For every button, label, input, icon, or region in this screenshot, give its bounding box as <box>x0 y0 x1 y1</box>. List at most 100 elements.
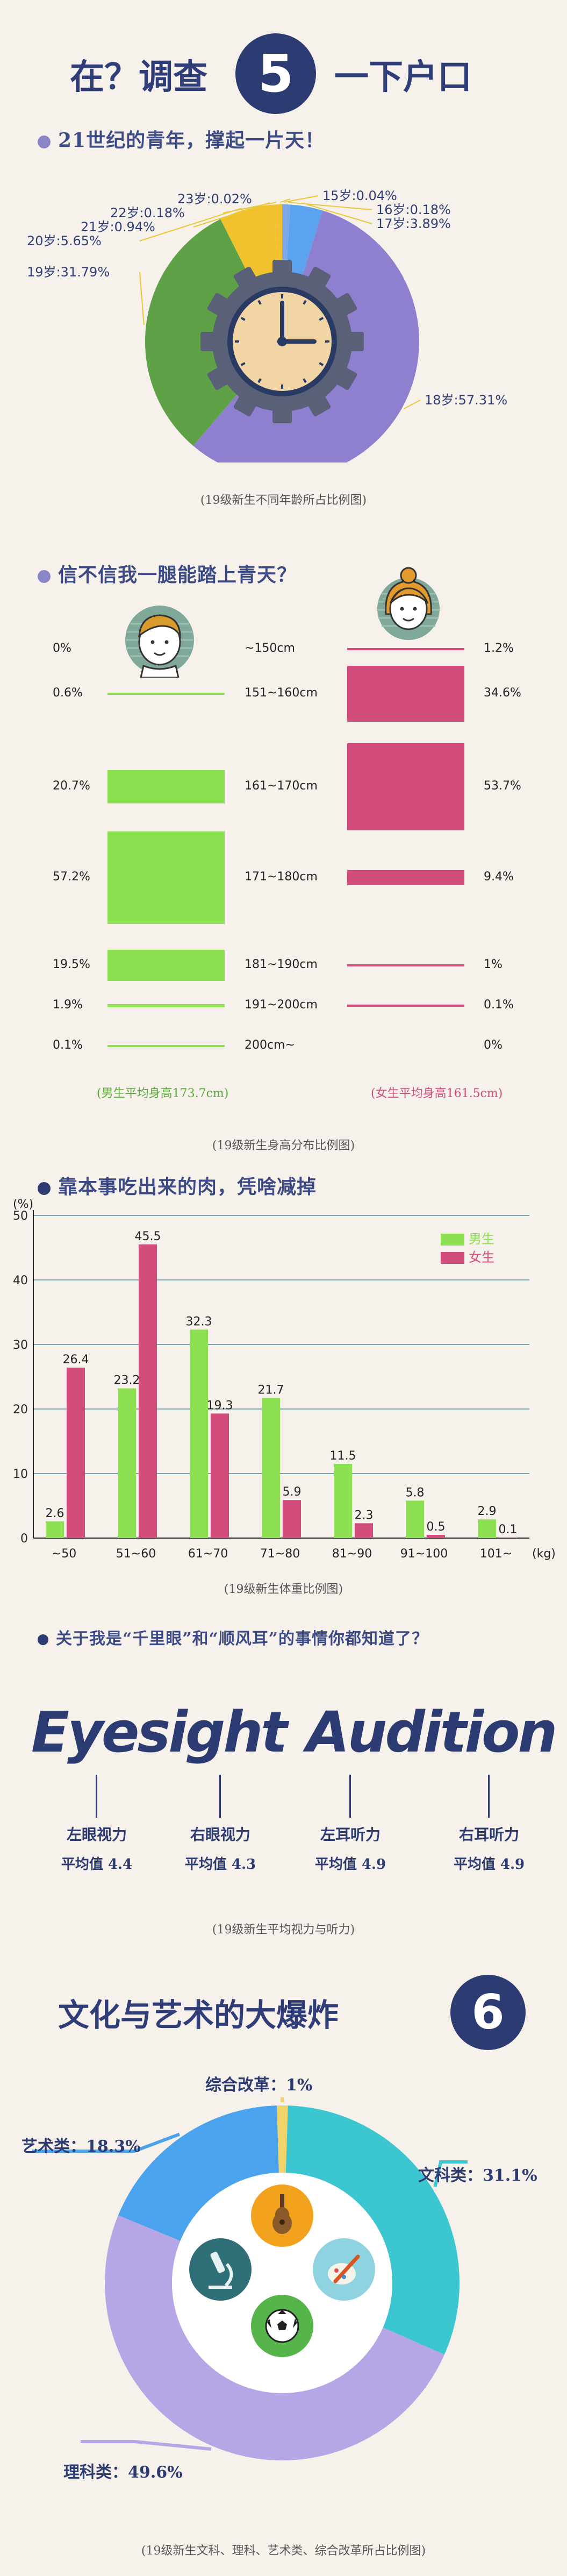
age-leader-line <box>279 198 291 203</box>
section-age-heading-text: 21世纪的青年，撑起一片天！ <box>58 129 325 152</box>
female-weight-bar <box>355 1523 373 1538</box>
paintbrush-icon <box>313 2238 375 2301</box>
connector-line <box>96 1775 97 1818</box>
male-height-bar <box>107 949 225 981</box>
weight-bar-label: 2.9 <box>478 1505 497 1518</box>
female-height-bar <box>347 1005 464 1007</box>
weight-category-label: 101~ <box>480 1547 512 1561</box>
comprehensive-reform-label: 综合改革：1% <box>205 2076 313 2095</box>
male-height-bar <box>107 831 225 924</box>
weight-bar-chart: 0 10 20 30 40 50(%) (kg) 2.6 26.4 ~50 23.2 45.5 51~6… <box>13 1199 556 1561</box>
guitar-icon <box>251 2184 313 2247</box>
female-weight-bar <box>211 1413 229 1538</box>
female-height-bar <box>347 666 464 722</box>
weight-bar-label: 19.3 <box>207 1399 233 1412</box>
female-height-bar <box>347 648 464 650</box>
age-chart-caption: (19级新生不同年龄所占比例图) <box>200 494 367 507</box>
connector-line <box>349 1775 351 1818</box>
male-height-value: 20.7% <box>53 779 90 793</box>
weight-y-tick: 40 <box>13 1274 28 1287</box>
left-eye-value: 平均值 4.4 <box>61 1856 133 1873</box>
weight-legend-swatch <box>441 1234 464 1246</box>
weight-bar-label: 21.7 <box>258 1384 284 1397</box>
female-height-value: 1% <box>484 958 503 971</box>
majors-caption: (19级新生文科、理科、艺术类、综合改革所占比例图) <box>141 2544 426 2558</box>
left-ear-value: 平均值 4.9 <box>314 1856 386 1873</box>
weight-y-label: (%) <box>13 1199 33 1211</box>
age-label-21岁: 21岁:0.94% <box>81 219 155 234</box>
bullet-icon <box>38 136 51 148</box>
male-height-bar <box>107 770 225 804</box>
title-number-badge: 5 <box>235 33 316 114</box>
weight-category-label: ~50 <box>52 1547 76 1561</box>
weight-x-label: (kg) <box>532 1547 556 1561</box>
section-weight-heading: 靠本事吃出来的肉，凭啥减掉 <box>38 1171 317 1199</box>
right-ear-label: 右耳听力 <box>458 1826 519 1844</box>
male-height-bar <box>107 693 225 695</box>
age-leader-line <box>306 204 372 224</box>
weight-category-label: 61~70 <box>188 1547 228 1561</box>
section-height-heading: 信不信我一腿能踏上青天？ <box>38 559 297 587</box>
girl-avatar-icon <box>377 567 440 640</box>
male-average-height: (男生平均身高173.7cm) <box>97 1087 229 1100</box>
science-label: 理科类：49.6% <box>63 2463 183 2482</box>
clock-gear-icon <box>200 260 364 423</box>
male-height-value: 57.2% <box>53 870 90 884</box>
bullet-icon <box>38 1634 48 1645</box>
female-weight-bar <box>67 1368 85 1538</box>
female-height-value: 34.6% <box>484 686 521 700</box>
weight-bar-label: 23.2 <box>114 1374 140 1387</box>
right-ear-value: 平均值 4.9 <box>453 1856 525 1873</box>
male-weight-bar <box>478 1519 496 1538</box>
boy-avatar-icon <box>125 606 194 678</box>
height-range-label: 161~170cm <box>245 779 318 793</box>
age-label-15岁: 15岁:0.04% <box>322 188 397 203</box>
age-leader-line <box>223 202 276 214</box>
height-range-label: 171~180cm <box>245 870 318 884</box>
height-range-label: 191~200cm <box>245 998 318 1012</box>
male-height-value: 0.1% <box>53 1038 83 1052</box>
female-height-value: 0.1% <box>484 998 514 1012</box>
weight-bar-label: 32.3 <box>186 1315 212 1328</box>
age-label-16岁: 16岁:0.18% <box>376 202 451 217</box>
female-height-bar <box>347 743 464 830</box>
male-height-value: 1.9% <box>53 998 83 1012</box>
male-height-bar <box>107 1004 225 1007</box>
major-leader-line <box>32 2132 180 2153</box>
liberal-arts-label: 文科类：31.1% <box>418 2166 537 2185</box>
section-weight-heading-text: 靠本事吃出来的肉，凭啥减掉 <box>58 1176 317 1198</box>
age-donut-chart: 15岁:0.04%16岁:0.18%17岁:3.89% 18岁:57.31% 19岁… <box>27 188 507 462</box>
age-leader-line <box>288 202 372 210</box>
age-label-23岁: 23岁:0.02% <box>177 191 252 207</box>
bullet-icon <box>38 1182 51 1195</box>
weight-y-tick: 0 <box>20 1532 28 1546</box>
left-ear-label: 左耳听力 <box>320 1826 381 1844</box>
weight-bar-label: 26.4 <box>63 1353 89 1367</box>
age-leader-line <box>139 208 242 241</box>
bullet-icon <box>38 570 51 583</box>
weight-y-tick: 50 <box>13 1209 28 1223</box>
age-label-18岁: 18岁:57.31% <box>425 393 507 408</box>
female-height-value: 9.4% <box>484 870 514 884</box>
age-label-22岁: 22岁:0.18% <box>110 205 185 220</box>
age-label-20岁: 20岁:5.65% <box>27 233 102 248</box>
height-range-label: ~150cm <box>245 642 295 655</box>
age-leader-line <box>404 400 421 409</box>
weight-legend-label: 女生 <box>469 1250 494 1265</box>
male-weight-bar <box>46 1521 64 1538</box>
weight-category-label: 81~90 <box>332 1547 372 1561</box>
male-weight-bar <box>262 1398 280 1538</box>
major-slice-综合改革 <box>277 2105 288 2173</box>
section-majors-heading: 文化与艺术的大爆炸 <box>58 1997 339 2033</box>
weight-bar-label: 0.5 <box>427 1520 446 1534</box>
page-title-right: 一下户口 <box>334 57 472 97</box>
left-eye-label: 左眼视力 <box>66 1826 127 1844</box>
weight-bar-label: 2.6 <box>46 1507 64 1520</box>
weight-legend-swatch <box>441 1252 464 1264</box>
major-slice-艺术类 <box>118 2105 279 2241</box>
female-height-value: 1.2% <box>484 642 514 655</box>
female-height-value: 53.7% <box>484 779 521 793</box>
male-height-value: 0% <box>53 642 71 655</box>
major-slice-文科类 <box>285 2105 460 2355</box>
female-height-bar <box>347 964 464 966</box>
